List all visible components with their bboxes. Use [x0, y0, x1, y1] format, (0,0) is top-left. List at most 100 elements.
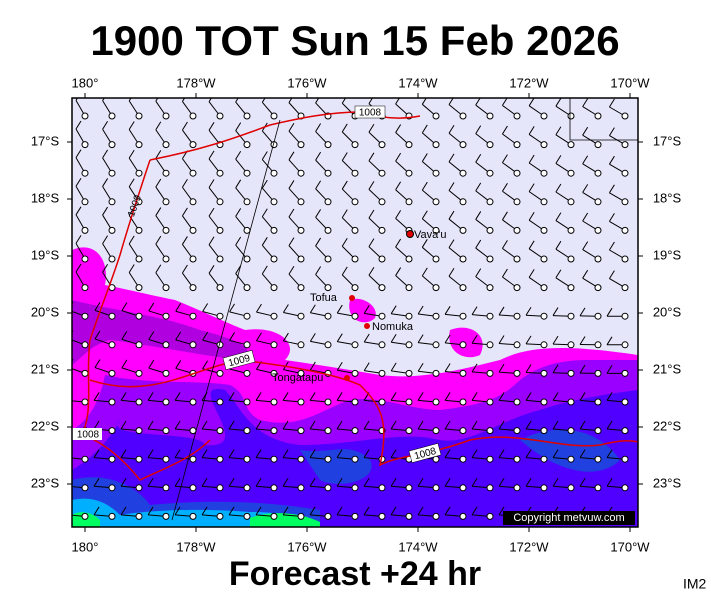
- barb-station: [514, 370, 520, 376]
- barb-station: [622, 399, 628, 405]
- barb-station: [82, 399, 88, 405]
- barb-station: [298, 399, 304, 405]
- lon-label: 178°W: [176, 75, 216, 90]
- barb-station: [244, 285, 250, 291]
- barb-station: [109, 113, 115, 119]
- barb-station: [541, 113, 547, 119]
- barb-station: [595, 370, 601, 376]
- barb-station: [541, 370, 547, 376]
- barb-station: [136, 485, 142, 491]
- barb-station: [298, 456, 304, 462]
- place-marker: [344, 375, 350, 381]
- barb-station: [352, 256, 358, 262]
- barb-station: [595, 399, 601, 405]
- barb-station: [109, 142, 115, 148]
- barb-station: [460, 285, 466, 291]
- barb-station: [109, 370, 115, 376]
- barb-station: [217, 285, 223, 291]
- barb-station: [433, 342, 439, 348]
- barb-station: [487, 142, 493, 148]
- barb-station: [244, 313, 250, 319]
- barb-station: [109, 227, 115, 233]
- barb-station: [136, 456, 142, 462]
- barb-station: [163, 285, 169, 291]
- lon-label: 170°W: [610, 75, 650, 90]
- barb-station: [82, 227, 88, 233]
- barb-station: [352, 370, 358, 376]
- barb-station: [433, 199, 439, 205]
- barb-station: [271, 313, 277, 319]
- barb-station: [541, 170, 547, 176]
- barb-station: [325, 227, 331, 233]
- barb-station: [298, 170, 304, 176]
- barb-station: [82, 285, 88, 291]
- barb-station: [406, 256, 412, 262]
- barb-station: [271, 428, 277, 434]
- barb-station: [514, 142, 520, 148]
- barb-station: [190, 399, 196, 405]
- barb-station: [136, 170, 142, 176]
- barb-station: [109, 256, 115, 262]
- barb-station: [163, 370, 169, 376]
- barb-station: [406, 142, 412, 148]
- barb-station: [379, 199, 385, 205]
- barb-station: [82, 170, 88, 176]
- barb-station: [352, 342, 358, 348]
- lat-label: 20°S: [31, 304, 60, 319]
- lat-label: 22°S: [31, 418, 60, 433]
- barb-station: [352, 456, 358, 462]
- barb-station: [595, 342, 601, 348]
- barb-station: [487, 256, 493, 262]
- barb-station: [514, 485, 520, 491]
- barb-station: [622, 456, 628, 462]
- barb-station: [271, 170, 277, 176]
- barb-station: [217, 428, 223, 434]
- barb-station: [217, 227, 223, 233]
- barb-station: [163, 170, 169, 176]
- barb-station: [487, 428, 493, 434]
- barb-station: [217, 370, 223, 376]
- barb-station: [568, 227, 574, 233]
- barb-station: [541, 227, 547, 233]
- barb-station: [298, 485, 304, 491]
- barb-station: [568, 342, 574, 348]
- barb-station: [460, 513, 466, 519]
- barb-station: [352, 428, 358, 434]
- barb-station: [82, 199, 88, 205]
- barb-station: [190, 285, 196, 291]
- lon-label: 176°W: [287, 539, 327, 554]
- lat-label: 22°S: [653, 418, 682, 433]
- barb-station: [136, 428, 142, 434]
- barb-station: [325, 142, 331, 148]
- barb-station: [82, 113, 88, 119]
- barb-station: [136, 285, 142, 291]
- barb-station: [487, 313, 493, 319]
- place-marker: [349, 295, 355, 301]
- barb-station: [217, 113, 223, 119]
- barb-station: [136, 370, 142, 376]
- barb-station: [271, 199, 277, 205]
- corner-label: IM2: [683, 576, 707, 592]
- lon-label: 174°W: [398, 75, 438, 90]
- barb-station: [271, 485, 277, 491]
- barb-station: [514, 399, 520, 405]
- barb-station: [163, 227, 169, 233]
- barb-station: [433, 113, 439, 119]
- barb-station: [298, 199, 304, 205]
- barb-station: [298, 313, 304, 319]
- barb-station: [163, 142, 169, 148]
- barb-station: [244, 142, 250, 148]
- barb-station: [595, 428, 601, 434]
- barb-station: [541, 456, 547, 462]
- barb-station: [568, 456, 574, 462]
- barb-station: [298, 342, 304, 348]
- barb-station: [595, 142, 601, 148]
- barb-station: [325, 285, 331, 291]
- barb-station: [163, 485, 169, 491]
- barb-station: [82, 513, 88, 519]
- barb-station: [622, 428, 628, 434]
- barb-station: [244, 456, 250, 462]
- barb-station: [136, 256, 142, 262]
- barb-station: [244, 370, 250, 376]
- barb-station: [541, 285, 547, 291]
